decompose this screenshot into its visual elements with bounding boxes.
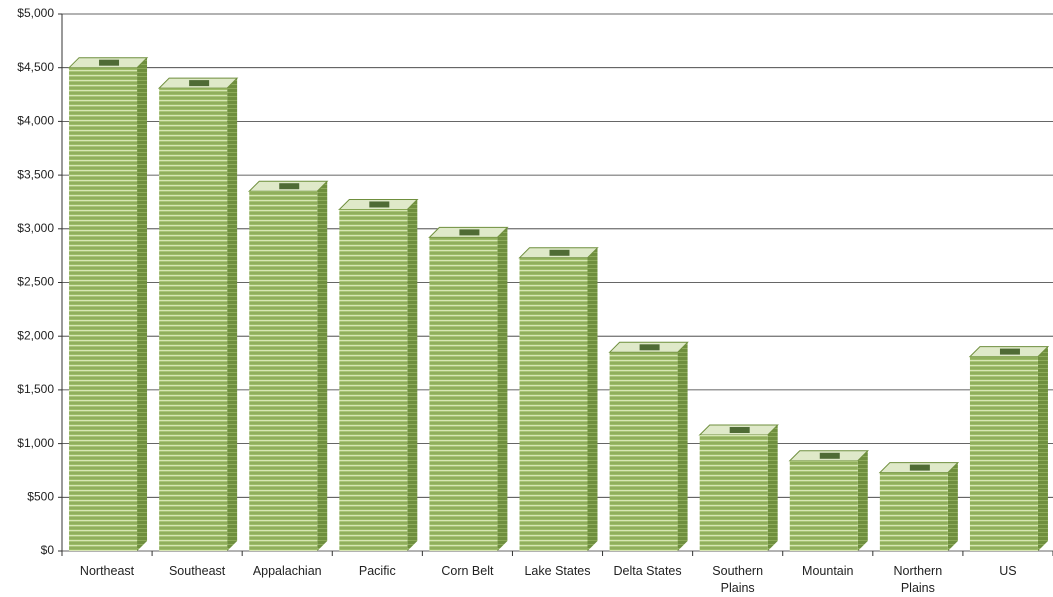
y-tick-label: $4,000 <box>17 114 54 128</box>
bar <box>69 67 138 551</box>
bar-top-bill <box>909 464 930 471</box>
bar-top-bill <box>819 452 840 459</box>
bar-top-bill <box>639 344 660 351</box>
bar-side <box>587 247 598 551</box>
bar-top-bill <box>189 80 210 87</box>
y-tick-label: $4,500 <box>17 60 54 74</box>
x-tick-label: Northeast <box>79 564 135 578</box>
bar-top-bill <box>279 183 300 190</box>
bar <box>249 191 318 551</box>
bar-side <box>497 227 508 551</box>
x-tick-label: Corn Belt <box>441 564 494 578</box>
bar-side <box>947 462 958 551</box>
bar <box>159 88 228 551</box>
x-tick-label: Lake States <box>524 564 591 578</box>
y-tick-label: $1,500 <box>17 382 54 396</box>
bar-top-bill <box>549 249 570 256</box>
x-tick-label: Pacific <box>358 564 396 578</box>
bar <box>339 209 408 551</box>
bar-side <box>857 450 868 551</box>
bar-top-bill <box>99 59 120 66</box>
y-tick-label: $5,000 <box>17 6 54 20</box>
x-tick-label: Appalachian <box>252 564 322 578</box>
x-tick-label: Northern Plains <box>893 564 943 595</box>
y-tick-label: $1,000 <box>17 436 54 450</box>
x-tick-label: Southern Plains <box>712 564 764 595</box>
bar <box>879 472 948 551</box>
y-tick-label: $500 <box>27 489 54 503</box>
y-tick-label: $0 <box>41 543 55 557</box>
bar-side <box>1037 346 1048 551</box>
bar-top-bill <box>999 348 1020 355</box>
x-tick-label: Mountain <box>802 564 854 578</box>
y-tick-label: $3,000 <box>17 221 54 235</box>
bar-side <box>137 57 148 551</box>
bar-top-bill <box>369 201 390 208</box>
y-tick-label: $3,500 <box>17 167 54 181</box>
bar-top-bill <box>729 427 750 434</box>
bar-side <box>407 199 418 551</box>
x-tick-label: US <box>999 564 1017 578</box>
bar <box>789 460 858 551</box>
bar <box>699 435 768 551</box>
bar-top-bill <box>459 229 480 236</box>
bar <box>519 257 588 551</box>
y-tick-label: $2,000 <box>17 328 54 342</box>
bar-side <box>677 342 688 551</box>
bar-side <box>767 425 778 551</box>
bar <box>429 237 498 551</box>
y-tick-label: $2,500 <box>17 275 54 289</box>
bar-side <box>317 181 328 551</box>
bar <box>969 356 1038 551</box>
bar-side <box>227 78 238 551</box>
x-tick-label: Southeast <box>168 564 226 578</box>
x-tick-label: Delta States <box>613 564 682 578</box>
bar <box>609 352 678 551</box>
